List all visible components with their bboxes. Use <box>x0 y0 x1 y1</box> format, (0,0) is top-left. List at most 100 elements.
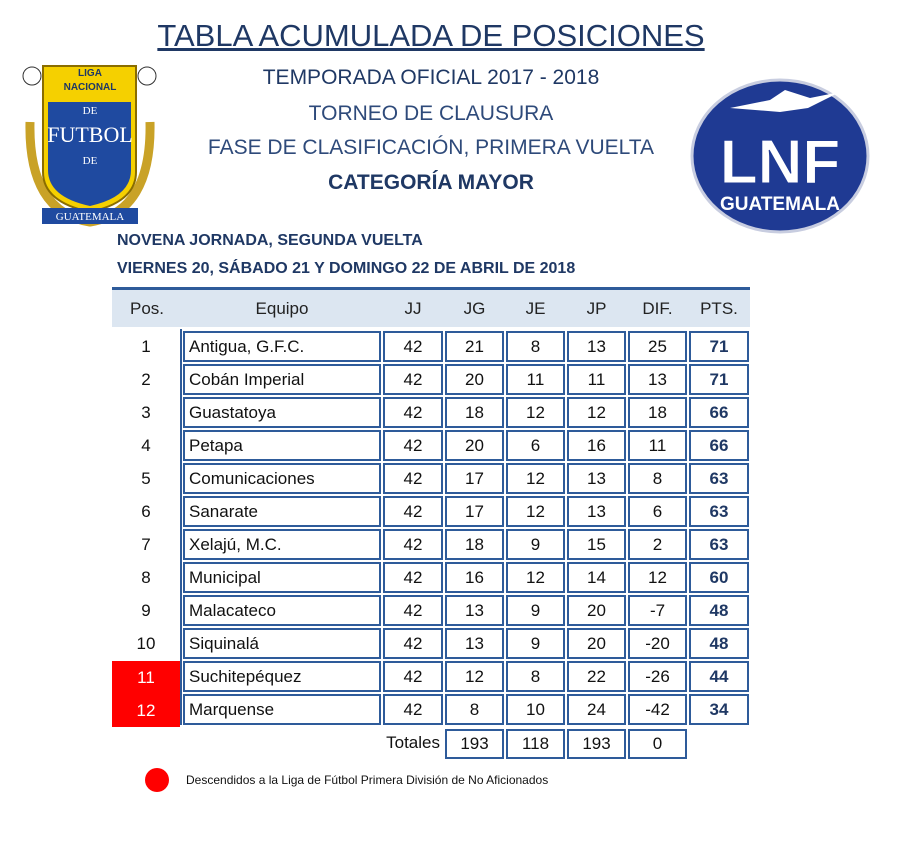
position: 9 <box>141 600 151 620</box>
logo-text: LIGA <box>78 68 102 79</box>
cell: 13 <box>628 364 687 395</box>
points: 71 <box>689 331 749 362</box>
cell: 12 <box>506 397 565 428</box>
cell: 11 <box>506 364 565 395</box>
cell: 9 <box>506 628 565 659</box>
position: 1 <box>141 336 151 356</box>
dates: VIERNES 20, SÁBADO 21 Y DOMINGO 22 DE AB… <box>117 260 576 277</box>
cell: 20 <box>445 364 504 395</box>
cell: 16 <box>445 562 504 593</box>
points: 66 <box>689 397 749 428</box>
points: 66 <box>689 430 749 461</box>
total: 118 <box>506 729 565 759</box>
cell: 42 <box>383 331 443 362</box>
cell: 20 <box>567 595 626 626</box>
cell: 11 <box>567 364 626 395</box>
team: Marquense <box>183 694 381 725</box>
cell: 22 <box>567 661 626 692</box>
matchday: NOVENA JORNADA, SEGUNDA VUELTA <box>117 232 423 249</box>
cell: 13 <box>567 496 626 527</box>
cell: 13 <box>445 628 504 659</box>
cell: 42 <box>383 463 443 494</box>
logo-text: LNF <box>720 128 841 197</box>
logo-text: DE <box>83 105 98 117</box>
cell: 25 <box>628 331 687 362</box>
position: 8 <box>141 567 151 587</box>
points: 60 <box>689 562 749 593</box>
cell: 8 <box>628 463 687 494</box>
points: 63 <box>689 496 749 527</box>
position: 12 <box>112 694 180 727</box>
cell: 42 <box>383 397 443 428</box>
team: Municipal <box>183 562 381 593</box>
team: Antigua, G.F.C. <box>183 331 381 362</box>
team: Cobán Imperial <box>183 364 381 395</box>
cell: 18 <box>628 397 687 428</box>
logo-text: GUATEMALA <box>720 194 840 215</box>
cell: 9 <box>506 529 565 560</box>
cell: 12 <box>506 463 565 494</box>
position: 2 <box>141 369 151 389</box>
total: 193 <box>567 729 626 759</box>
position: 7 <box>141 534 151 554</box>
cell: 12 <box>567 397 626 428</box>
points: 63 <box>689 529 749 560</box>
total: 0 <box>628 729 687 759</box>
cell: 15 <box>567 529 626 560</box>
cell: 2 <box>628 529 687 560</box>
cell: 13 <box>567 463 626 494</box>
cell: 6 <box>628 496 687 527</box>
legend-dot <box>145 768 169 792</box>
cell: 17 <box>445 496 504 527</box>
cell: 8 <box>445 694 504 725</box>
cell: 42 <box>383 496 443 527</box>
cell: 9 <box>506 595 565 626</box>
logo-text: DE <box>83 155 98 167</box>
cell: 24 <box>567 694 626 725</box>
team: Malacateco <box>183 595 381 626</box>
column-header: JJ <box>404 298 422 318</box>
column-header: JE <box>525 298 546 318</box>
points: 34 <box>689 694 749 725</box>
team: Siquinalá <box>183 628 381 659</box>
cell: 17 <box>445 463 504 494</box>
points: 48 <box>689 628 749 659</box>
cell: 42 <box>383 661 443 692</box>
column-header: PTS. <box>700 298 738 318</box>
points: 63 <box>689 463 749 494</box>
column-header: JG <box>463 298 486 318</box>
cell: 6 <box>506 430 565 461</box>
tournament: TORNEO DE CLAUSURA <box>308 102 554 125</box>
pos-divider <box>180 329 182 725</box>
position: 6 <box>141 501 151 521</box>
phase: FASE DE CLASIFICACIÓN, PRIMERA VUELTA <box>207 136 655 159</box>
cell: 12 <box>628 562 687 593</box>
cell: 42 <box>383 595 443 626</box>
cell: 8 <box>506 331 565 362</box>
team: Xelajú, M.C. <box>183 529 381 560</box>
team: Guastatoya <box>183 397 381 428</box>
cell: 42 <box>383 628 443 659</box>
player <box>730 90 840 112</box>
position: 3 <box>141 402 151 422</box>
ball <box>137 66 157 86</box>
cell: -7 <box>628 595 687 626</box>
column-header: JP <box>586 298 607 318</box>
position: 5 <box>141 468 151 488</box>
title: TABLA ACUMULADA DE POSICIONES <box>157 18 705 53</box>
disc <box>692 80 868 232</box>
column-header: Equipo <box>255 298 309 318</box>
cell: 18 <box>445 397 504 428</box>
column-header: Pos. <box>129 298 165 318</box>
cell: 20 <box>567 628 626 659</box>
column-header: DIF. <box>642 298 673 318</box>
cell: 42 <box>383 430 443 461</box>
points: 44 <box>689 661 749 692</box>
position: 11 <box>112 661 180 694</box>
ball <box>22 66 42 86</box>
legend-text: Descendidos a la Liga de Fútbol Primera … <box>186 773 549 787</box>
cell: 21 <box>445 331 504 362</box>
cell: 42 <box>383 364 443 395</box>
disc-rim <box>690 78 870 234</box>
